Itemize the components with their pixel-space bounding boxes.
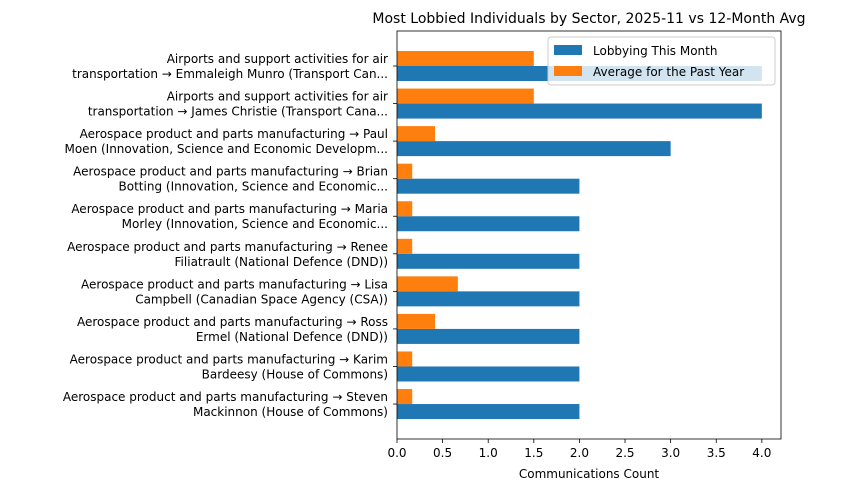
y-tick-label: Aerospace product and parts manufacturin… (70, 352, 388, 381)
y-tick-label-line: Aerospace product and parts manufacturin… (63, 390, 388, 404)
bar-this-month (397, 216, 580, 232)
y-tick-label-line: Airports and support activities for air (167, 52, 388, 66)
chart-title: Most Lobbied Individuals by Sector, 2025… (372, 11, 805, 27)
y-tick-label-line: Mackinnon (House of Commons) (193, 405, 388, 419)
bar-this-month (397, 366, 580, 382)
legend-swatch (554, 45, 582, 55)
y-tick-label-line: Aerospace product and parts manufacturin… (77, 315, 388, 329)
y-tick-label-line: Moen (Innovation, Science and Economic D… (64, 142, 388, 156)
bar-this-month (397, 178, 580, 194)
x-tick-label: 2.0 (570, 446, 589, 460)
bar-past-year-avg (397, 238, 413, 254)
bar-this-month (397, 328, 580, 344)
y-tick-label-line: Morley (Innovation, Science and Economic… (122, 217, 388, 231)
y-tick-label-line: Bardeesy (House of Commons) (202, 367, 388, 381)
bar-this-month (397, 103, 762, 119)
x-tick-label: 0.5 (433, 446, 452, 460)
bar-past-year-avg (397, 201, 413, 217)
x-tick-label: 1.0 (479, 446, 498, 460)
bar-this-month (397, 253, 580, 269)
x-tick-label: 3.0 (661, 446, 680, 460)
y-tick-label: Aerospace product and parts manufacturin… (63, 390, 388, 419)
plot-frame (396, 30, 782, 440)
bar-past-year-avg (397, 389, 413, 405)
bar-past-year-avg (397, 313, 436, 329)
y-tick-label: Airports and support activities for air t… (88, 90, 388, 119)
x-tick-label: 0.0 (387, 446, 406, 460)
legend: Lobbying This Month Average for the Past … (547, 36, 776, 86)
legend-box (547, 36, 776, 86)
bar-this-month (397, 141, 671, 157)
bar-past-year-avg (397, 88, 534, 104)
legend-label: Lobbying This Month (593, 44, 717, 58)
bar-past-year-avg (397, 126, 436, 142)
bar-this-month (397, 404, 580, 420)
bar-past-year-avg (397, 351, 413, 367)
y-tick-label-line: Aerospace product and parts manufacturin… (70, 352, 388, 366)
y-tick-label-line: Ermel (National Defence (DND)) (196, 330, 388, 344)
y-tick-label: Airports and support activities for air t… (72, 52, 388, 81)
x-axis-label: Communications Count (519, 467, 660, 481)
bar-past-year-avg (397, 51, 534, 66)
x-tick-label: 2.5 (615, 446, 634, 460)
bar-past-year-avg (397, 276, 458, 292)
y-tick-label: Aerospace product and parts manufacturin… (64, 127, 388, 156)
y-tick-label-line: Aerospace product and parts manufacturin… (80, 127, 388, 141)
bar-past-year-avg (397, 163, 413, 179)
legend-swatch (554, 66, 582, 76)
x-tick-label: 1.5 (524, 446, 543, 460)
y-tick-label-line: Botting (Innovation, Science and Economi… (119, 180, 388, 194)
y-tick-label-line: Aerospace product and parts manufacturin… (81, 277, 388, 291)
y-tick-label: Aerospace product and parts manufacturin… (81, 277, 388, 306)
y-tick-label-line: Aerospace product and parts manufacturin… (71, 202, 388, 216)
y-tick-label-line: Campbell (Canadian Space Agency (CSA)) (135, 292, 388, 306)
x-tick-label: 3.5 (707, 446, 726, 460)
bar-this-month (397, 291, 580, 307)
x-tick-label: 4.0 (752, 446, 771, 460)
y-tick-label-line: transportation → James Christie (Transpo… (88, 105, 388, 119)
y-tick-label: Aerospace product and parts manufacturin… (67, 240, 388, 269)
y-tick-label-line: Airports and support activities for air (167, 90, 388, 104)
y-tick-label: Aerospace product and parts manufacturin… (77, 315, 388, 344)
legend-label: Average for the Past Year (593, 65, 744, 79)
y-tick-label: Aerospace product and parts manufacturin… (71, 202, 388, 231)
y-tick-label-line: Aerospace product and parts manufacturin… (67, 240, 388, 254)
y-tick-label-line: transportation → Emmaleigh Munro (Transp… (72, 67, 388, 81)
y-tick-label-line: Aerospace product and parts manufacturin… (73, 165, 388, 179)
y-tick-label-line: Filiatrault (National Defence (DND)) (175, 255, 388, 269)
y-tick-label: Aerospace product and parts manufacturin… (73, 165, 388, 194)
